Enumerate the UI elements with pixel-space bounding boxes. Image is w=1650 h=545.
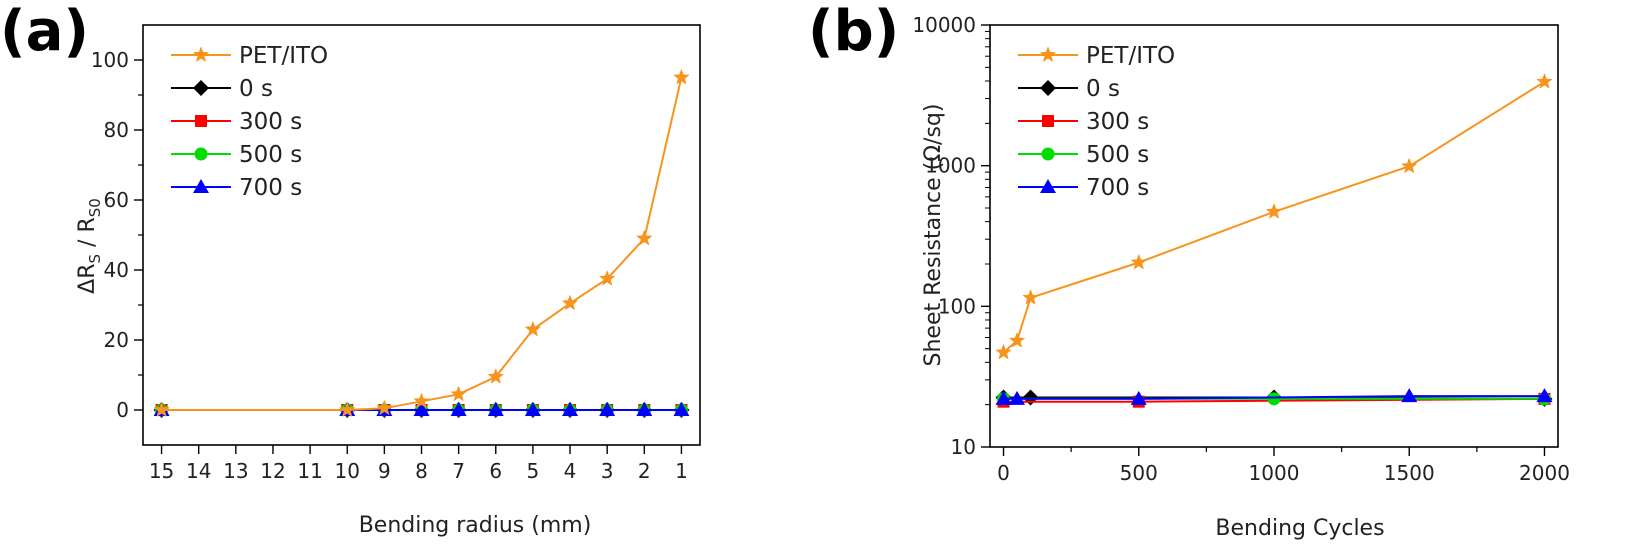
legend-marker-a-4 — [193, 179, 209, 193]
data-point-a-4-10 — [673, 402, 690, 416]
x-tick-label-a-6: 9 — [378, 459, 391, 483]
legend-label-a-2: 300 s — [239, 109, 302, 135]
y-tick-label-b-1: 100 — [938, 294, 976, 318]
legend-label-b-2: 300 s — [1086, 109, 1149, 135]
legend-label-b-1: 0 s — [1086, 76, 1120, 102]
legend-marker-a-1 — [193, 80, 209, 96]
legend-marker-b-1 — [1040, 80, 1056, 96]
data-point-a-4-6 — [524, 402, 541, 416]
data-point-b-4-3 — [1401, 388, 1418, 403]
data-point-b-4-1 — [1009, 390, 1026, 405]
legend-marker-b-4 — [1040, 179, 1056, 193]
y-axis-label-b: Sheet Resistance (Ω/sq) — [921, 104, 946, 367]
x-tick-label-b-1: 500 — [1120, 461, 1158, 485]
y-axis-label-a: ΔRS / RS0 — [75, 198, 104, 294]
data-point-b-0-6 — [1536, 72, 1553, 89]
x-tick-label-a-12: 3 — [601, 459, 614, 483]
data-point-b-0-2 — [1022, 289, 1039, 305]
legend-label-b-3: 500 s — [1086, 142, 1149, 168]
x-axis-label-b: Bending Cycles — [1215, 516, 1384, 541]
x-tick-label-a-13: 2 — [638, 459, 651, 483]
data-point-b-4-0 — [995, 390, 1012, 405]
x-tick-label-a-7: 8 — [415, 459, 428, 483]
legend-marker-a-2 — [195, 115, 207, 127]
data-point-a-4-3 — [413, 402, 430, 416]
legend-marker-b-3 — [1041, 147, 1055, 161]
y-tick-label-b-0: 10 — [951, 435, 976, 459]
legend-label-a-0: PET/ITO — [239, 43, 328, 69]
x-tick-label-a-3: 12 — [260, 459, 285, 483]
x-axis-label-a: Bending radius (mm) — [359, 513, 592, 538]
y-tick-label-b-2: 1000 — [925, 154, 976, 178]
legend-label-b-4: 700 s — [1086, 175, 1149, 201]
legend-label-a-1: 0 s — [239, 76, 273, 102]
y-tick-label-a-4: 80 — [104, 118, 129, 142]
data-point-b-0-5 — [1400, 157, 1418, 174]
y-tick-label-a-2: 40 — [104, 258, 129, 282]
x-tick-label-b-2: 1000 — [1249, 461, 1300, 485]
legend-marker-a-0 — [192, 46, 210, 63]
x-tick-label-a-0: 15 — [149, 459, 174, 483]
x-tick-label-a-9: 6 — [489, 459, 502, 483]
series-line-b-0 — [1002, 80, 1546, 354]
data-point-a-4-4 — [450, 402, 467, 416]
data-point-b-1-1 — [1022, 389, 1039, 406]
data-point-a-0-9 — [636, 229, 653, 246]
x-tick-label-a-5: 10 — [335, 459, 360, 483]
data-point-a-0-7 — [561, 294, 579, 311]
data-point-a-4-9 — [636, 402, 653, 416]
x-tick-label-b-4: 2000 — [1519, 461, 1570, 485]
data-point-a-0-0 — [153, 401, 170, 418]
data-point-a-0-8 — [598, 270, 616, 286]
data-point-a-0-3 — [413, 392, 430, 409]
y-tick-label-a-1: 20 — [104, 328, 129, 352]
data-point-a-4-7 — [562, 402, 579, 416]
data-point-a-0-4 — [450, 385, 467, 402]
legend-marker-a-3 — [194, 147, 208, 161]
legend-marker-b-0 — [1039, 46, 1057, 63]
data-point-a-0-5 — [487, 368, 505, 384]
y-tick-label-a-0: 0 — [116, 398, 129, 422]
data-point-b-0-1 — [1008, 332, 1026, 348]
legend-marker-b-2 — [1042, 115, 1054, 127]
x-tick-label-a-4: 11 — [297, 459, 322, 483]
legend-label-a-3: 500 s — [239, 142, 302, 168]
y-tick-label-a-3: 60 — [104, 188, 129, 212]
data-point-b-4-2 — [1130, 390, 1147, 405]
data-point-a-4-5 — [487, 402, 504, 416]
y-tick-label-a-5: 100 — [91, 48, 129, 72]
legend-label-a-4: 700 s — [239, 175, 302, 201]
x-tick-label-a-2: 13 — [223, 459, 248, 483]
data-point-a-0-2 — [376, 399, 393, 416]
y-tick-label-b-3: 10000 — [912, 13, 976, 37]
x-tick-label-a-1: 14 — [186, 459, 211, 483]
x-tick-label-a-8: 7 — [452, 459, 465, 483]
panel-label-a: (a) — [0, 0, 89, 64]
data-point-b-4-4 — [1536, 388, 1553, 403]
data-point-b-0-4 — [1265, 203, 1283, 219]
x-tick-label-a-14: 1 — [675, 459, 688, 483]
data-point-a-0-6 — [524, 320, 542, 337]
x-tick-label-b-0: 0 — [997, 461, 1010, 485]
x-tick-label-a-11: 4 — [564, 459, 577, 483]
data-point-b-3-1 — [1267, 392, 1281, 406]
panel-label-b: (b) — [808, 0, 900, 64]
x-tick-label-b-3: 1500 — [1384, 461, 1435, 485]
data-point-a-4-8 — [599, 402, 616, 416]
data-point-a-0-1 — [338, 401, 356, 418]
data-point-a-0-10 — [673, 68, 690, 85]
data-point-b-0-0 — [995, 343, 1012, 360]
legend-label-b-0: PET/ITO — [1086, 43, 1175, 69]
x-tick-label-a-10: 5 — [527, 459, 540, 483]
data-point-b-0-3 — [1130, 253, 1148, 270]
